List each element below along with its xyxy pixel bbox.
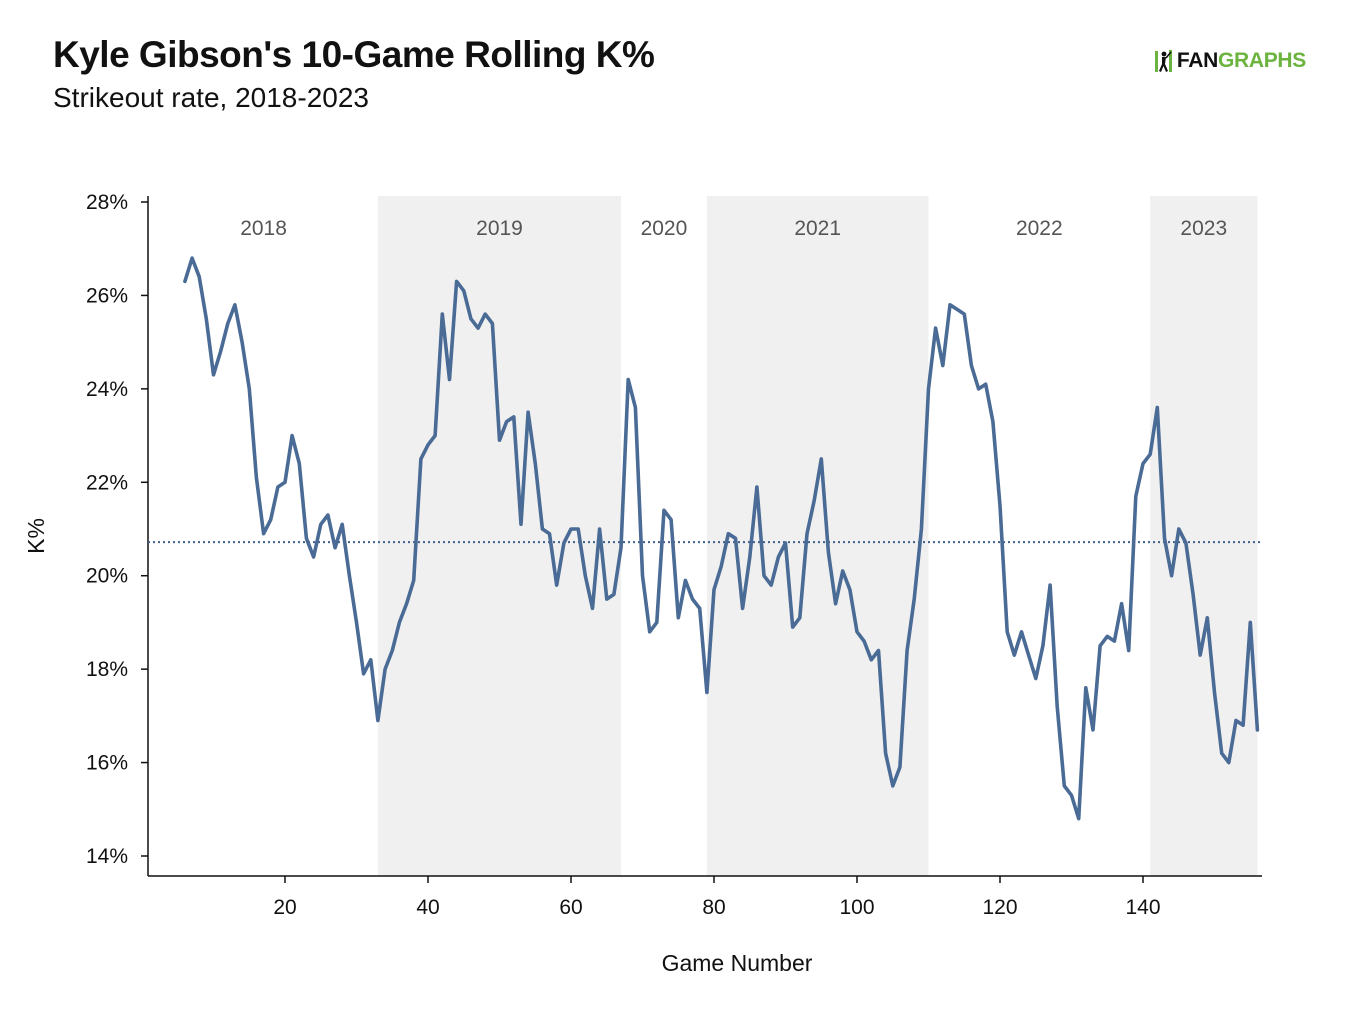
season-label-2018: 2018 [240, 217, 287, 240]
season-labels: 2018 2019 2020 2021 2022 2023 [240, 217, 1227, 240]
series-line-k-pct [183, 256, 1260, 821]
y-tick-label-22: 22% [86, 471, 128, 494]
y-tick-label-16: 16% [86, 752, 128, 775]
chart-title: Kyle Gibson's 10-Game Rolling K% [53, 34, 655, 75]
logo-text-fan: FAN [1176, 49, 1218, 72]
y-tick-label-20: 20% [86, 565, 128, 588]
axes: 14% 16% 18% 20% 22% 24% 26% 28% 20 40 60 80 100 120 14… [86, 191, 1262, 919]
x-tick-label-60: 60 [559, 896, 582, 919]
x-tick-label-140: 140 [1125, 896, 1160, 919]
x-tick-label-80: 80 [702, 896, 725, 919]
logo-text-graphs: GRAPHS [1217, 49, 1306, 72]
x-axis-title: Game Number [662, 950, 813, 976]
season-label-2023: 2023 [1180, 217, 1227, 240]
chart-subtitle: Strikeout rate, 2018-2023 [53, 82, 369, 113]
season-label-2020: 2020 [641, 217, 688, 240]
season-band-2023 [1150, 196, 1258, 876]
fangraphs-logo: FAN GRAPHS [1154, 48, 1306, 74]
y-tick-label-26: 26% [86, 284, 128, 307]
season-label-2022: 2022 [1016, 217, 1063, 240]
y-tick-label-24: 24% [86, 378, 128, 401]
x-tick-label-120: 120 [982, 896, 1017, 919]
x-tick-label-40: 40 [416, 896, 439, 919]
season-label-2021: 2021 [794, 217, 841, 240]
y-tick-label-28: 28% [86, 191, 128, 214]
x-tick-label-20: 20 [273, 896, 296, 919]
x-tick-label-100: 100 [839, 896, 874, 919]
season-label-2019: 2019 [476, 217, 523, 240]
y-tick-label-14: 14% [86, 845, 128, 868]
season-band-2019 [377, 196, 622, 876]
batter-logo-icon [1154, 50, 1172, 72]
season-bands [377, 196, 1258, 876]
y-axis-title: K% [23, 518, 49, 554]
y-tick-label-18: 18% [86, 658, 128, 681]
season-band-2021 [706, 196, 929, 876]
